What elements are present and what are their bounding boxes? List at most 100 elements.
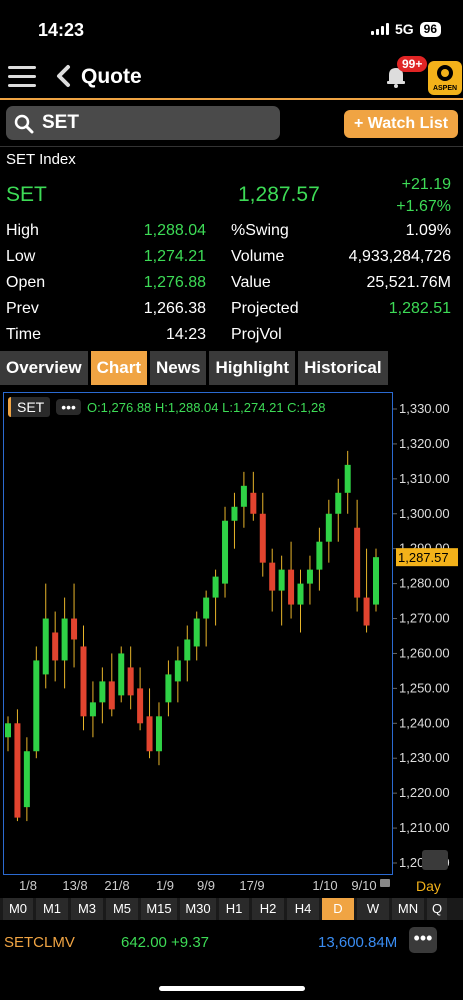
search-input[interactable]: SET xyxy=(6,106,280,140)
interval-m1[interactable]: M1 xyxy=(36,898,68,920)
candle-body xyxy=(240,485,247,507)
index-name: SET Index xyxy=(6,151,76,168)
y-tick-label: 1,260.00 xyxy=(399,645,450,660)
back-chevron-icon[interactable] xyxy=(54,64,72,88)
candle-body xyxy=(52,632,59,661)
aspen-logo[interactable]: ASPEN xyxy=(428,61,462,95)
candle-body xyxy=(335,492,342,514)
x-tick-label: 9/10 xyxy=(351,878,376,893)
quote-row: Prev 1,266.38 Projected 1,282.51 xyxy=(0,300,463,326)
expand-icon xyxy=(422,850,448,870)
quote-value: 14:23 xyxy=(165,326,206,343)
tab-news[interactable]: News xyxy=(150,351,207,385)
divider xyxy=(0,146,463,147)
last-price-marker xyxy=(396,548,458,567)
search-icon xyxy=(14,114,34,134)
interval-w[interactable]: W xyxy=(357,898,389,920)
last-price: 1,287.57 xyxy=(238,183,320,206)
interval-m0[interactable]: M0 xyxy=(3,898,33,920)
y-tick-label: 1,270.00 xyxy=(399,611,450,626)
interval-mn[interactable]: MN xyxy=(392,898,424,920)
quote-value: 1,274.21 xyxy=(143,248,206,265)
interval-m3[interactable]: M3 xyxy=(71,898,103,920)
candle-body xyxy=(363,597,370,626)
candle-body xyxy=(316,541,323,570)
candle-body xyxy=(118,653,125,696)
y-tick-label: 1,220.00 xyxy=(399,785,450,800)
candle-body xyxy=(297,583,304,605)
notification-badge: 99+ xyxy=(397,56,428,72)
candle-body xyxy=(89,702,96,717)
home-indicator xyxy=(159,986,305,991)
ticker-price: 642.00 +9.37 xyxy=(121,934,210,951)
quote-row: Time 14:23 ProjVol xyxy=(0,326,463,352)
x-tick-label: 1/9 xyxy=(156,878,174,893)
page-title: Quote xyxy=(81,65,142,88)
bottom-ticker[interactable]: SETCLMV 642.00 +9.37 13,600.84M ••• xyxy=(0,926,463,960)
x-tick-label: 13/8 xyxy=(62,878,87,893)
quote-value: 1,282.51 xyxy=(388,300,451,317)
price-change: +21.19 +1.67% xyxy=(396,174,451,218)
chart-symbol-chip[interactable]: SET xyxy=(8,397,51,417)
change-value: +21.19 xyxy=(401,176,451,193)
quote-label: Time xyxy=(6,326,41,343)
quote-label: Projected xyxy=(231,300,299,317)
candle-body xyxy=(373,557,379,605)
candle-body xyxy=(354,527,361,598)
interval-h4[interactable]: H4 xyxy=(287,898,319,920)
quote-value: 25,521.76M xyxy=(366,274,451,291)
network-label: 5G xyxy=(394,21,414,37)
interval-q[interactable]: Q xyxy=(427,898,447,920)
quote-row: High 1,288.04 %Swing 1.09% xyxy=(0,222,463,248)
candle-body xyxy=(165,674,172,703)
y-tick-label: 1,240.00 xyxy=(399,715,450,730)
ticker-more-button[interactable]: ••• xyxy=(409,927,437,953)
menu-icon[interactable] xyxy=(8,66,36,88)
signal-icon xyxy=(370,23,389,35)
lock-icon xyxy=(380,879,390,887)
quote-value: 1,288.04 xyxy=(143,222,206,239)
tab-overview[interactable]: Overview xyxy=(0,351,88,385)
quote-label: Open xyxy=(6,274,46,291)
candle-body xyxy=(288,569,295,605)
quote-label: %Swing xyxy=(231,222,289,239)
candlestick-chart[interactable]: 1,330.001,320.001,310.001,300.001,290.00… xyxy=(0,390,463,895)
interval-h2[interactable]: H2 xyxy=(252,898,284,920)
candle-body xyxy=(137,688,144,724)
candle-body xyxy=(184,639,191,661)
quote-label: Value xyxy=(231,274,271,291)
legend-more-button[interactable]: ••• xyxy=(56,399,81,415)
bell-icon[interactable] xyxy=(385,64,407,88)
interval-m5[interactable]: M5 xyxy=(106,898,138,920)
quote-value: 1.09% xyxy=(405,222,451,239)
interval-m15[interactable]: M15 xyxy=(141,898,177,920)
quote-row: Low 1,274.21 Volume 4,933,284,726 xyxy=(0,248,463,274)
aspen-logo-text: ASPEN xyxy=(432,85,458,92)
ohlc-legend: SET ••• O:1,276.88 H:1,288.04 L:1,274.21… xyxy=(8,397,325,417)
y-tick-label: 1,330.00 xyxy=(399,401,450,416)
x-tick-label: 1/8 xyxy=(19,878,37,893)
quote-row: Open 1,276.88 Value 25,521.76M xyxy=(0,274,463,300)
last-price-label: 1,287.57 xyxy=(398,550,449,565)
interval-m30[interactable]: M30 xyxy=(180,898,216,920)
candle-body xyxy=(174,660,181,682)
quote-label: High xyxy=(6,222,39,239)
candle-body xyxy=(33,660,40,752)
y-tick-label: 1,250.00 xyxy=(399,680,450,695)
interval-d[interactable]: D xyxy=(322,898,354,920)
candle-body xyxy=(203,597,210,619)
candle-body xyxy=(269,562,276,591)
interval-h1[interactable]: H1 xyxy=(219,898,249,920)
tab-chart[interactable]: Chart xyxy=(90,351,148,385)
quote-label: Prev xyxy=(6,300,39,317)
candle-body xyxy=(278,569,285,591)
candle-body xyxy=(127,667,134,696)
y-tick-label: 1,320.00 xyxy=(399,436,450,451)
candle-body xyxy=(222,520,229,584)
tab-historical[interactable]: Historical xyxy=(298,351,388,385)
watch-list-button[interactable]: + Watch List xyxy=(344,110,458,138)
candle-body xyxy=(306,569,313,584)
chart-frame[interactable] xyxy=(3,392,393,875)
tab-highlight[interactable]: Highlight xyxy=(209,351,296,385)
quote-value: 4,933,284,726 xyxy=(348,248,451,265)
